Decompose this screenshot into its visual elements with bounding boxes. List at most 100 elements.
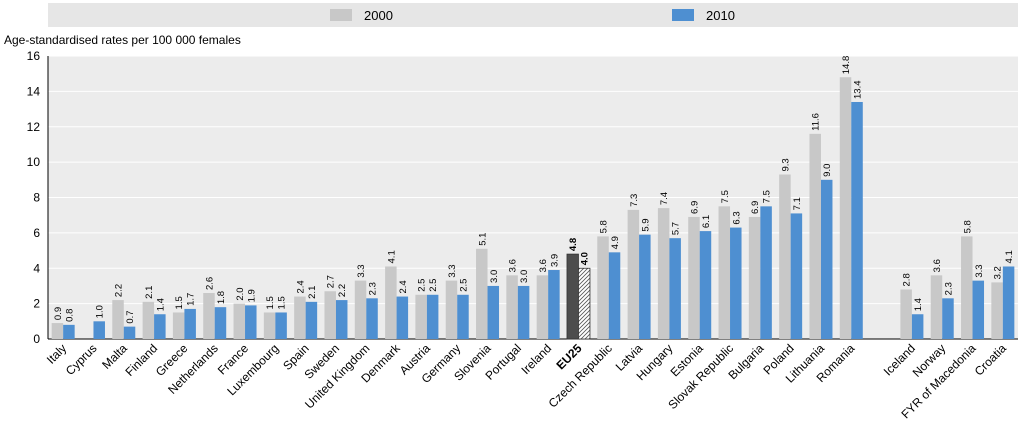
bar-2010 [578, 267, 591, 340]
data-label: 4.1 [1004, 250, 1015, 263]
data-label: 4.9 [610, 236, 621, 249]
bar-2000 [324, 291, 336, 339]
bar-2000 [385, 266, 397, 339]
bar-2010 [487, 285, 500, 339]
y-axis: 0 2 4 6 8 10 12 14 16 [27, 49, 41, 346]
data-label: 3.3 [974, 264, 985, 277]
x-tick-label: Croatia [972, 341, 1009, 378]
data-label: 2.5 [417, 279, 428, 292]
data-label: 1.8 [216, 291, 227, 304]
y-axis-label: Age-standardised rates per 100 000 femal… [4, 33, 241, 47]
y-tick-label: 2 [33, 297, 40, 311]
bar-2000 [991, 282, 1003, 339]
bar-2010 [942, 298, 954, 339]
legend-swatch-2000 [330, 9, 352, 21]
legend-label-2000: 2000 [364, 8, 393, 23]
data-label: 2.4 [295, 280, 306, 293]
data-label: 2.1 [144, 286, 155, 299]
data-label: 2.2 [114, 284, 125, 297]
data-label: 6.1 [701, 215, 712, 228]
bar-2000 [718, 206, 731, 339]
data-label: 5.8 [599, 220, 610, 233]
bar-2010 [184, 308, 196, 339]
bar-2000 [294, 296, 306, 339]
bar-2000 [779, 174, 791, 339]
data-label: 13.4 [853, 80, 864, 99]
data-label: 7.5 [720, 190, 731, 203]
bar-2010 [457, 294, 469, 339]
data-label: 5.7 [671, 222, 682, 235]
data-label: 6.3 [731, 211, 742, 224]
bar-2010 [305, 301, 318, 339]
bar-2000 [476, 248, 488, 339]
bar-2010 [790, 213, 803, 339]
bar-2000 [536, 275, 549, 339]
data-label: 2.2 [337, 284, 348, 297]
data-label: 2.4 [398, 280, 409, 293]
bar-2010 [820, 179, 833, 339]
data-label: 3.6 [932, 259, 943, 272]
data-label: 7.1 [792, 197, 803, 210]
data-label: 2.3 [943, 282, 954, 295]
bar-2010 [851, 101, 863, 339]
bar-2010 [548, 270, 560, 339]
bar-2010 [335, 300, 348, 339]
bar-2010 [123, 326, 136, 339]
bar-2010 [669, 238, 681, 339]
bar-2010 [275, 312, 287, 339]
legend-label-2010: 2010 [706, 8, 735, 23]
x-tick-label: Cyprus [63, 341, 100, 378]
bar-2010 [63, 324, 75, 339]
bar-2010 [699, 231, 712, 339]
bar-2010 [396, 296, 409, 339]
data-label: 3.9 [549, 254, 560, 267]
y-tick-label: 8 [33, 191, 40, 205]
data-label: 4.8 [568, 238, 579, 251]
data-label: 5.1 [477, 233, 488, 246]
data-label: 1.5 [174, 296, 185, 309]
data-label: 2.6 [204, 277, 215, 290]
data-label: 14.8 [841, 56, 852, 75]
data-label: 7.5 [762, 190, 773, 203]
bar-2000 [930, 275, 943, 339]
y-tick-label: 10 [27, 155, 41, 169]
bar-2010 [154, 314, 166, 339]
y-tick-label: 12 [27, 120, 41, 134]
bar-2010 [426, 294, 439, 339]
data-label: 5.9 [640, 218, 651, 231]
x-tick-label: Finland [122, 341, 160, 379]
bar-2010 [608, 252, 621, 339]
bar-2010 [760, 206, 772, 339]
data-label: 9.3 [780, 158, 791, 171]
bar-2000 [263, 312, 276, 339]
legend-background [48, 3, 1018, 27]
bar-2000 [233, 303, 246, 339]
data-label: 1.7 [186, 293, 197, 306]
data-label: 9.0 [822, 164, 833, 177]
bar-2000 [839, 77, 852, 339]
bar-2000 [172, 312, 185, 339]
bar-2010 [366, 298, 378, 339]
data-label: 4.0 [580, 252, 591, 265]
data-label: 6.9 [689, 201, 700, 214]
y-tick-label: 0 [33, 332, 40, 346]
data-label: 7.4 [659, 192, 670, 205]
bar-2000 [657, 208, 670, 339]
bar-2000 [961, 236, 973, 339]
data-label: 3.3 [356, 264, 367, 277]
data-label: 1.5 [265, 296, 276, 309]
bar-2000 [354, 280, 367, 339]
bar-2010 [639, 234, 651, 339]
bar-2000 [566, 253, 579, 340]
data-label: 5.8 [962, 220, 973, 233]
data-label: 1.4 [913, 298, 924, 311]
data-label: 1.4 [155, 298, 166, 311]
data-label: 1.9 [246, 289, 257, 302]
bars [51, 77, 1015, 340]
y-tick-label: 6 [33, 226, 40, 240]
data-label: 7.3 [629, 194, 640, 207]
bar-2000 [203, 293, 215, 339]
bar-2000 [809, 133, 821, 339]
